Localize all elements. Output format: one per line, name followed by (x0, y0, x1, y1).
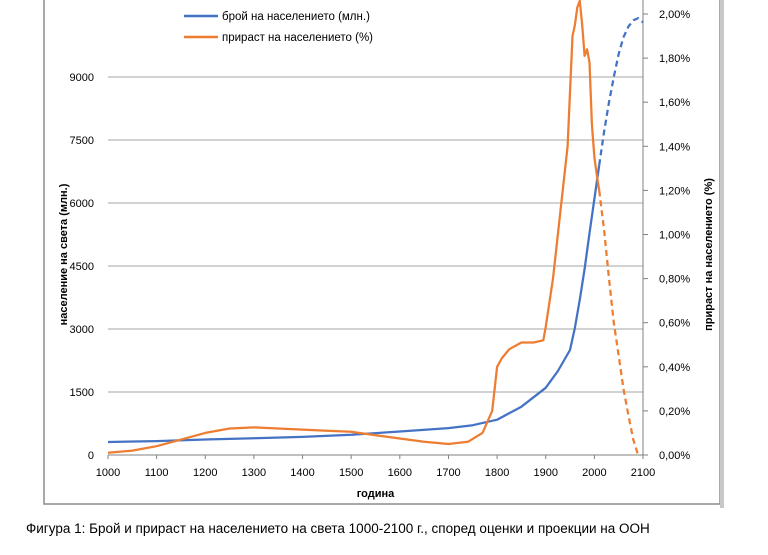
x-tick-label: 1000 (96, 467, 120, 479)
grid-lines (108, 76, 643, 393)
y-right-tick-label: 0,40% (659, 362, 690, 374)
x-tick-label: 1200 (193, 467, 217, 479)
y-right-tick-label: 0,60% (659, 318, 690, 330)
x-tick-label: 1900 (533, 467, 557, 479)
chart-border (43, 0, 721, 505)
x-tick-label: 1100 (145, 467, 169, 479)
x-tick-label: 1400 (290, 467, 314, 479)
x-tick-label: 1700 (436, 467, 460, 479)
population-chart: 1000 1100 1200 1300 1400 1500 1600 1700 1800 1900… (43, 0, 724, 508)
y-axis-right-title: прираст на населението (%) (703, 178, 715, 331)
series (107, 0, 644, 456)
y-right-tick-label: 1,20% (659, 185, 690, 197)
x-tick-label: 1600 (388, 467, 412, 479)
x-axis-title: година (357, 488, 395, 500)
y-left-tick-label: 6000 (70, 198, 94, 210)
y-right-tick-label: 0,00% (659, 450, 690, 462)
y-left-tick-label: 4500 (70, 261, 94, 273)
y-axis-left-title: население на света (млн.) (58, 183, 70, 325)
y-left-tick-label: 0 (88, 450, 94, 462)
x-tick-label: 2100 (631, 467, 655, 479)
series-projection-1 (598, 190, 640, 456)
series-line-1 (107, 0, 601, 454)
y-right-tick-label: 2,00% (659, 9, 690, 21)
chart-shadow (720, 0, 724, 508)
x-tick-label: 2000 (582, 467, 606, 479)
y-left-tick-label: 7500 (70, 135, 94, 147)
legend: брой на населението (млн.) прираст на на… (184, 11, 373, 44)
y-right-tick-label: 1,00% (659, 230, 690, 242)
y-right-tick-label: 1,60% (659, 97, 690, 109)
y-right-tick-label: 1,80% (659, 53, 690, 65)
series-projection-0 (598, 16, 644, 166)
y-right-tick-label: 0,80% (659, 274, 690, 286)
tick-labels: 1000 1100 1200 1300 1400 1500 1600 1700 1800 1900… (70, 9, 691, 479)
figure-caption: Фигура 1: Брой и прираст на населението … (26, 521, 650, 536)
y-right-tick-label: 0,20% (659, 406, 690, 418)
x-tick-label: 1800 (485, 467, 509, 479)
x-tick-label: 1500 (339, 467, 363, 479)
legend-label-growth: прираст на населението (%) (222, 32, 373, 44)
series-line-0 (107, 165, 601, 444)
axes (107, 0, 648, 459)
y-right-tick-label: 1,40% (659, 141, 690, 153)
y-left-tick-label: 9000 (70, 72, 94, 84)
legend-label-population: брой на населението (млн.) (222, 11, 370, 23)
x-tick-label: 1300 (242, 467, 266, 479)
y-left-tick-label: 3000 (70, 324, 94, 336)
chart-frame: 1000 1100 1200 1300 1400 1500 1600 1700 1800 1900… (43, 0, 724, 508)
y-left-tick-label: 1500 (70, 387, 94, 399)
